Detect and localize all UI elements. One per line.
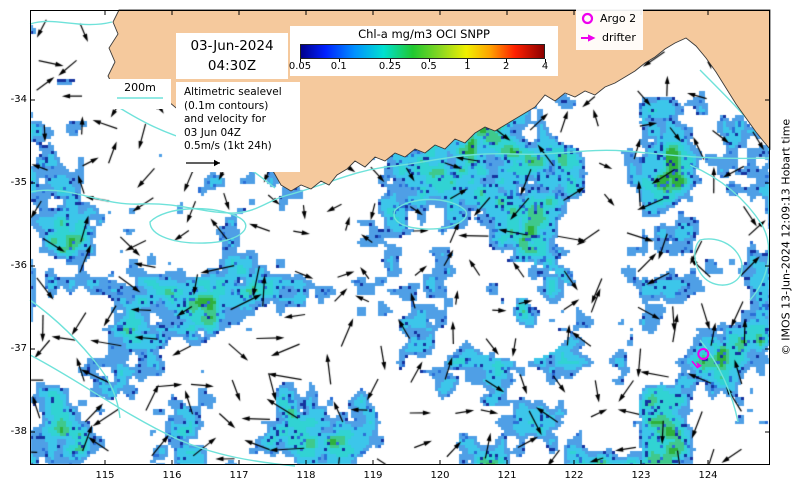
map-date: 03-Jun-2024 [190,38,274,54]
colorbar-tick-label: 0.1 [330,61,347,72]
colorbar-tick-label: 0.5 [420,61,437,72]
colorbar-tick-label: 1 [464,61,471,72]
isobath-label: 200m [124,81,156,94]
colorbar-tick-labels: 0.05 0.1 0.25 0.5 1 2 4 [289,26,558,76]
colorbar-tick-label: 0.05 [288,61,312,72]
colorbar-gradient [300,44,545,59]
colorbar-tick-label: 2 [503,61,510,72]
map-legend: Argo 2 drifter [576,7,644,50]
drifter-icon [581,33,596,42]
drifter-marker [696,362,702,369]
map-time: 04:30Z [207,58,257,74]
velocity-scale-arrow-icon [186,159,220,167]
annotation-line: 03 Jun 04Z [184,126,241,139]
annotation-line: and velocity for [184,113,266,126]
legend-argo-label: Argo 2 [600,12,637,25]
annotation-line: Altimetric sealevel [184,86,282,98]
colorbar-title: Chl-a mg/m3 OCI SNPP [358,27,490,41]
isobath-line-sample [117,97,163,99]
annotation-line: (0.1m contours) [184,99,269,112]
colorbar: Chl-a mg/m3 OCI SNPP 0.05 0.1 0.25 0.5 1 2 4 [289,26,558,76]
timestamp-box: 03-Jun-2024 04:30Z [176,33,288,79]
colorbar-tick-label: 4 [541,61,549,72]
credit-text: © IMOS 13-Jun-2024 12:09:13 Hobart time [779,118,793,356]
isobath-key-box: 200m [109,79,171,109]
argo-float-marker [697,347,710,360]
annotation-line: 0.5m/s (1kt 24h) [184,140,272,153]
argo-float-icon [581,12,594,25]
annotation-box: Altimetric sealevel (0.1m contours) and … [176,82,300,172]
colorbar-tick-label: 0.25 [378,61,402,72]
legend-row-argo: Argo 2 [580,9,636,28]
legend-row-drifter: drifter [580,28,636,47]
legend-drifter-label: drifter [602,31,636,44]
